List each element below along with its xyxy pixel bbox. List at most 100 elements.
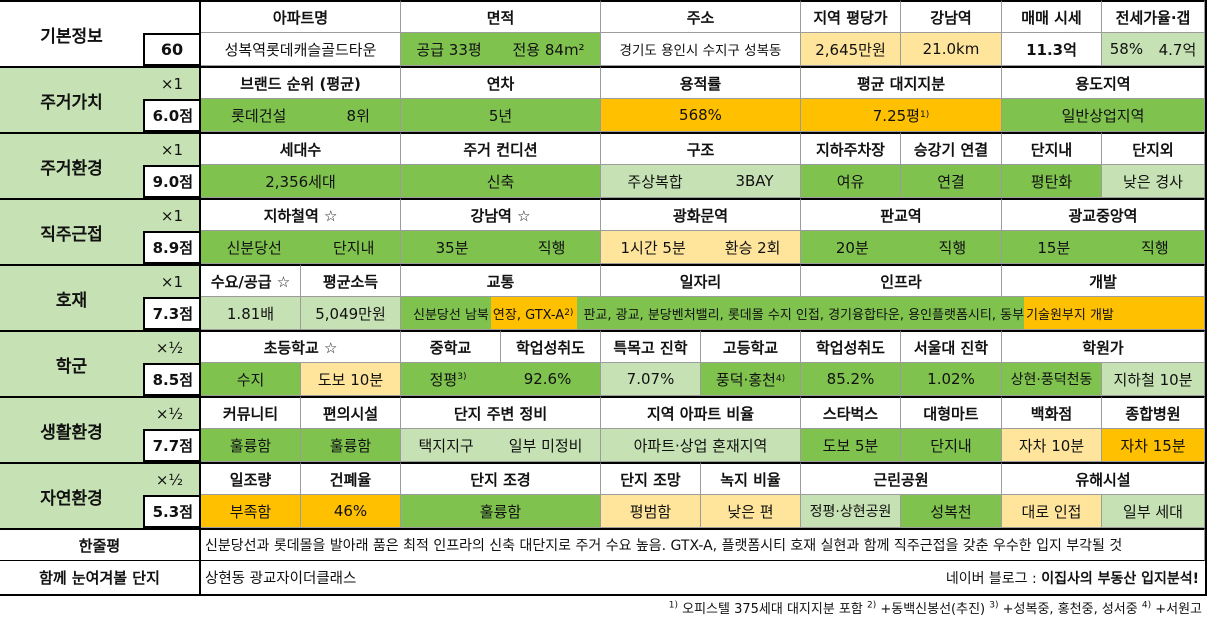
structure-value: 주상복합 3BAY (601, 165, 801, 198)
hospital-value: 자차 15분 (1102, 429, 1205, 462)
dev-value: 기술원부지 개발 (1024, 297, 1204, 329)
high-value: 풍덕·홍천 4) (701, 363, 801, 396)
related-label: 함께 눈여겨볼 단지 (0, 561, 201, 594)
header-sunlight: 일조량 (201, 462, 301, 495)
gwanggyo-value: 15분 직행 (1002, 231, 1205, 264)
gwanghwamun-time: 1시간 5분 (620, 238, 686, 257)
header-hospital: 종합병원 (1102, 396, 1205, 429)
elementary-distance: 도보 10분 (301, 363, 401, 396)
footnote-1-mark: 1) (668, 600, 678, 611)
header-convenience: 편의시설 (301, 396, 401, 429)
apt-name-value: 성복역롯데캐슬골드타운 (201, 33, 401, 66)
footnote-3-mark: 3) (989, 600, 999, 611)
surroundings-value: 택지지구 일부 미정비 (401, 429, 601, 462)
hazard-road: 대로 인접 (1002, 495, 1102, 528)
category-development: 호재 (0, 264, 143, 330)
header-dev: 개발 (1002, 264, 1205, 297)
header-starbucks: 스타벅스 (801, 396, 901, 429)
development-score: 7.3점 (143, 297, 201, 330)
green-ratio-value: 낮은 편 (701, 495, 801, 528)
school-score: 8.5점 (143, 363, 201, 396)
total-score: 60 (143, 33, 201, 66)
header-households: 세대수 (201, 132, 401, 165)
far-value: 568% (601, 99, 801, 132)
region-price-value: 2,645만원 (801, 33, 901, 66)
subway-value: 신분당선 단지내 (201, 231, 401, 264)
gangnam-route: 직행 (537, 238, 566, 257)
income-value: 5,049만원 (301, 297, 401, 330)
header-gwanggyo: 광교중앙역 (1002, 198, 1205, 231)
school-multiplier: ×½ (143, 330, 201, 363)
middle-value: 정평3) 92.6% (401, 363, 601, 396)
housing-env-score: 9.0점 (143, 165, 201, 198)
footnote-4-mark: 4) (1141, 600, 1152, 611)
header-area: 면적 (401, 0, 601, 33)
header-structure: 구조 (601, 132, 801, 165)
footnote-2-mark: 2) (866, 600, 877, 611)
zoning-value: 일반상업지역 (1002, 99, 1205, 132)
area-exclusive: 전용 84m² (512, 40, 585, 59)
land-share-text: 7.25평 (872, 106, 920, 125)
department-value: 자차 10분 (1002, 429, 1102, 462)
outside-value: 낮은 경사 (1102, 165, 1205, 198)
header-land-share: 평균 대지지분 (801, 66, 1002, 99)
subway-location: 단지내 (332, 238, 375, 257)
gwanghwamun-value: 1시간 5분 환승 2회 (601, 231, 801, 264)
middle-achievement: 92.6% (523, 370, 572, 388)
structure-bay: 3BAY (735, 172, 774, 190)
header-gangnam: 강남역 (901, 0, 1002, 33)
sale-price-value: 11.3억 (1002, 33, 1102, 66)
related-text: 상현동 광교자이더클래스 (205, 571, 357, 587)
header-community: 커뮤니티 (201, 396, 301, 429)
nature-multiplier: ×½ (143, 462, 201, 495)
header-infra: 인프라 (801, 264, 1002, 297)
apt-ratio-value: 아파트·상업 혼재지역 (601, 429, 801, 462)
basic-blank (143, 0, 201, 33)
commute-score: 8.9점 (143, 231, 201, 264)
header-transport: 교통 (401, 264, 601, 297)
header-elevator: 승강기 연결 (901, 132, 1002, 165)
subway-line: 신분당선 (226, 238, 282, 257)
pangyo-route: 직행 (938, 238, 967, 257)
header-region-price: 지역 평당가 (801, 0, 901, 33)
header-parking: 지하주차장 (801, 132, 901, 165)
header-snu: 서울대 진학 (901, 330, 1002, 363)
housing-value-multiplier: ×1 (143, 66, 201, 99)
footnote-3-text: +성복중, 홍천중, 성서중 (998, 602, 1142, 617)
gangnam-time: 35분 (435, 238, 469, 257)
header-hazard: 유해시설 (1002, 462, 1205, 495)
nature-score: 5.3점 (143, 495, 201, 528)
elevator-value: 연결 (901, 165, 1002, 198)
land-share-value: 7.25평 1) (801, 99, 1002, 132)
header-landscaping: 단지 조경 (401, 462, 601, 495)
header-gangnam-station: 강남역 ☆ (401, 198, 601, 231)
header-apt-ratio: 지역 아파트 비율 (601, 396, 801, 429)
high-school-name: 풍덕·홍천 (715, 370, 776, 389)
header-high-achievement: 학업성취도 (801, 330, 901, 363)
starbucks-value: 도보 5분 (801, 429, 901, 462)
blog-prefix: 네이버 블로그 : (945, 570, 1042, 587)
category-housing-env: 주거환경 (0, 132, 143, 198)
header-jeonse: 전세가율·갭 (1102, 0, 1205, 33)
footnote-4-text: +서원고 (1151, 602, 1202, 617)
sunlight-value: 부족함 (201, 495, 301, 528)
gwanggyo-time: 15분 (1037, 238, 1071, 257)
development-multiplier: ×1 (143, 264, 201, 297)
header-outside: 단지외 (1102, 132, 1205, 165)
gangnam-distance-value: 21.0km (901, 33, 1002, 66)
commute-multiplier: ×1 (143, 198, 201, 231)
header-jobs: 일자리 (601, 264, 801, 297)
header-sale-price: 매매 시세 (1002, 0, 1102, 33)
header-apt-name: 아파트명 (201, 0, 401, 33)
header-middle-achievement: 학업성취도 (501, 330, 601, 363)
middle-school: 정평3) (430, 369, 467, 390)
header-coverage: 건폐율 (301, 462, 401, 495)
pangyo-time: 20분 (835, 238, 869, 257)
condition-value: 신축 (401, 165, 601, 198)
header-brand-rank: 브랜드 순위 (평균) (201, 66, 401, 99)
gwanghwamun-route: 환승 2회 (724, 238, 781, 257)
footnotes: 1) 오피스텔 375세대 대지지분 포함 2) +동백신봉선(추진) 3) +… (0, 598, 1202, 617)
header-address: 주소 (601, 0, 801, 33)
category-living: 생활환경 (0, 396, 143, 462)
blog-credit: 네이버 블로그 : 이집사의 부동산 입지분석! (801, 561, 1205, 594)
